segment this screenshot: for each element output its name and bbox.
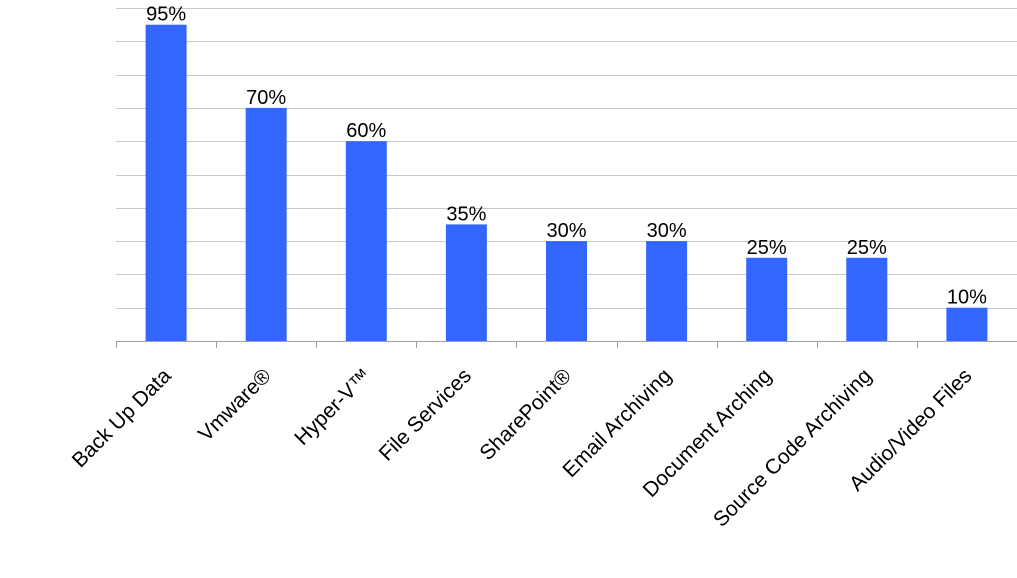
data-label: 25% (847, 237, 887, 259)
data-labels: 95% 70% 60% 35% 30% 30% 25% 25% 10% (146, 4, 987, 309)
bar (846, 257, 888, 342)
data-label: 70% (246, 87, 286, 109)
bar (946, 307, 988, 341)
bar (746, 257, 788, 342)
x-axis-label: Hyper-V™ (290, 364, 376, 450)
data-label: 35% (446, 203, 486, 225)
x-axis-label: Email Archiving (558, 364, 676, 482)
bar (345, 141, 387, 341)
bars (145, 24, 988, 342)
x-axis-label: SharePoint® (475, 364, 576, 465)
x-axis-label: Vmware® (194, 364, 276, 446)
data-label: 30% (647, 220, 687, 242)
x-axis-label: File Services (375, 364, 476, 465)
data-label: 30% (546, 220, 586, 242)
data-label: 10% (947, 287, 987, 309)
x-axis-label: Back Up Data (68, 364, 176, 472)
bar (245, 107, 287, 342)
bar (145, 24, 187, 341)
bar (445, 224, 487, 341)
bar (546, 241, 587, 341)
x-axis-ticks (116, 341, 918, 348)
data-label: 60% (346, 120, 386, 142)
data-label: 25% (747, 237, 787, 259)
bar (646, 241, 688, 341)
data-label: 95% (146, 4, 186, 26)
